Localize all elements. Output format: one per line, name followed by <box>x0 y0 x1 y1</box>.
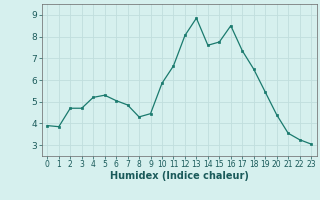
X-axis label: Humidex (Indice chaleur): Humidex (Indice chaleur) <box>110 171 249 181</box>
